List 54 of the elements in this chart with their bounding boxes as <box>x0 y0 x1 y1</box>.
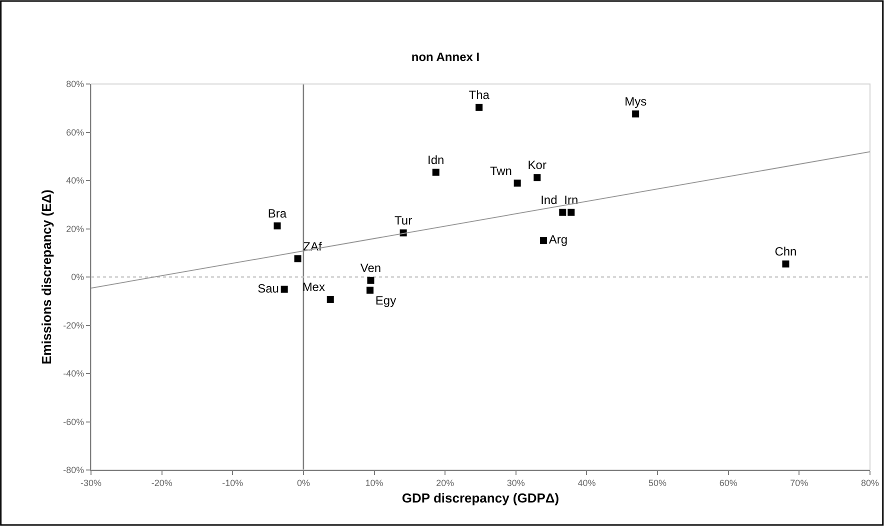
series-label: Sau <box>258 281 279 296</box>
point <box>280 286 288 293</box>
y-tick-label: 20% <box>66 224 84 234</box>
series-label: Egy <box>375 294 396 308</box>
point <box>632 110 640 118</box>
y-tick-label: 60% <box>66 127 84 138</box>
x-tick-label: -20% <box>151 478 172 488</box>
series-label: Idn <box>428 152 444 167</box>
x-axis-title: GDP discrepancy (GDPΔ) <box>402 490 560 506</box>
point <box>366 286 374 294</box>
y-tick-label: -60% <box>63 416 84 427</box>
point <box>274 222 281 230</box>
point <box>559 208 566 216</box>
x-tick-label: 10% <box>365 478 384 488</box>
y-tick-label: -40% <box>63 368 84 379</box>
x-tick-label: 0% <box>296 478 310 488</box>
x-tick-label: 60% <box>719 478 738 488</box>
point <box>326 296 334 303</box>
x-tick-label: 50% <box>648 478 667 488</box>
point <box>294 255 302 262</box>
series-label: Ind <box>540 192 558 207</box>
series-label: Chn <box>774 244 797 259</box>
x-tick-label: -30% <box>80 478 102 488</box>
series-label: Irn <box>564 192 578 207</box>
series-label: Mex <box>302 280 325 294</box>
series-label: Kor <box>528 158 546 172</box>
y-tick-label: 80% <box>66 79 84 90</box>
series-label: Tur <box>394 213 412 228</box>
y-tick-label: 40% <box>66 176 84 186</box>
chart-title: non Annex I <box>411 50 480 64</box>
y-axis-title: Emissions discrepancy (EΔ) <box>39 190 54 364</box>
series-label: Twn <box>490 164 512 178</box>
point <box>534 174 541 182</box>
series-label: Arg <box>548 232 568 247</box>
point <box>367 276 374 284</box>
series-label: Bra <box>268 206 287 220</box>
point <box>568 208 575 216</box>
x-tick-label: 40% <box>578 478 596 488</box>
x-tick-label: 70% <box>790 478 808 488</box>
y-tick-label: 0% <box>71 272 84 282</box>
x-tick-label: 80% <box>860 478 880 488</box>
series-label: Ven <box>360 261 382 276</box>
series-label: Tha <box>468 88 490 102</box>
y-tick-label: -20% <box>63 320 84 330</box>
y-tick-label: -80% <box>63 465 84 476</box>
series-label: Mys <box>624 94 647 109</box>
point <box>782 260 790 268</box>
point <box>514 180 521 187</box>
x-tick-label: 30% <box>506 478 525 488</box>
point <box>432 168 440 176</box>
x-tick-label: -10% <box>222 478 244 488</box>
point <box>476 104 483 111</box>
x-tick-label: 20% <box>436 478 454 488</box>
point <box>540 237 548 244</box>
